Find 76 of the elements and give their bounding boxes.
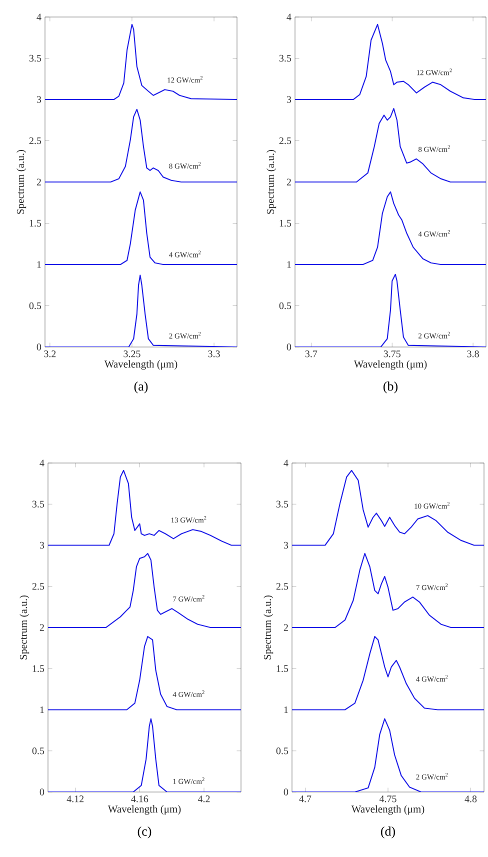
y-tick-label: 3 bbox=[36, 96, 42, 103]
text: (c) bbox=[138, 826, 152, 838]
x-axis-title: Wavelength (μm) bbox=[108, 805, 181, 815]
line-series bbox=[295, 24, 486, 100]
x-tick-label: 4.8 bbox=[464, 796, 477, 802]
y-tick-label: 2.5 bbox=[32, 583, 44, 590]
y-tick-label: 0.5 bbox=[29, 302, 42, 310]
line-series bbox=[295, 108, 486, 183]
line-series bbox=[45, 191, 237, 266]
y-tick-label: 0.5 bbox=[32, 747, 44, 754]
text: (a) bbox=[134, 382, 148, 394]
y-tick-label: 3 bbox=[286, 96, 292, 103]
x-axis-title: Wavelength (μm) bbox=[104, 360, 178, 370]
y-tick-label: 2.5 bbox=[279, 137, 292, 144]
y-tick-label: 3.5 bbox=[29, 54, 42, 62]
x-tick-label: 4.12 bbox=[66, 796, 84, 802]
line-series bbox=[48, 718, 241, 792]
y-tick-label: 4 bbox=[284, 460, 288, 466]
y-tick-label: 0.5 bbox=[279, 302, 292, 310]
y-tick-label: 4 bbox=[36, 14, 42, 20]
x-tick-label: 4.7 bbox=[299, 796, 312, 802]
y-axis-title: Spectrum (a.u.) bbox=[264, 595, 274, 660]
x-tick-label: 3.7 bbox=[305, 350, 318, 358]
x-tick-label: 4.2 bbox=[198, 796, 210, 802]
y-axis-title: Spectrum (a.u.) bbox=[266, 150, 276, 214]
y-tick-label: 1 bbox=[40, 706, 44, 714]
x-axis-title: Wavelength (μm) bbox=[351, 805, 424, 815]
y-tick-label: 4 bbox=[286, 14, 292, 20]
y-tick-label: 1.5 bbox=[30, 220, 42, 227]
line-series bbox=[45, 24, 237, 100]
y-tick-label: 2.5 bbox=[29, 137, 42, 144]
line-series bbox=[45, 108, 237, 183]
x-tick-label: 3.8 bbox=[467, 350, 479, 358]
line-series bbox=[45, 274, 237, 348]
y-tick-label: 4 bbox=[40, 460, 44, 466]
y-tick-label: 1.5 bbox=[280, 220, 292, 227]
text: (b) bbox=[383, 382, 398, 394]
y-tick-label: 3 bbox=[40, 542, 44, 549]
x-tick-label: 3.75 bbox=[384, 350, 400, 358]
y-tick-label: 1.5 bbox=[276, 665, 288, 672]
y-tick-label: 0.5 bbox=[276, 747, 288, 754]
y-tick-label: 3 bbox=[284, 542, 288, 549]
y-tick-label: 0 bbox=[286, 344, 292, 350]
y-tick-label: 0 bbox=[36, 344, 42, 350]
x-tick-label: 4.75 bbox=[379, 796, 396, 802]
y-axis-title: Spectrum (a.u.) bbox=[20, 595, 30, 660]
x-tick-label: 4.16 bbox=[131, 796, 148, 802]
y-tick-label: 0 bbox=[284, 788, 288, 796]
line-series bbox=[292, 552, 484, 628]
y-tick-label: 2 bbox=[286, 178, 291, 186]
y-tick-label: 1.5 bbox=[32, 665, 44, 672]
line-series bbox=[292, 636, 484, 710]
line-series bbox=[48, 636, 241, 710]
y-tick-label: 3.5 bbox=[32, 500, 44, 508]
line-series bbox=[48, 552, 241, 628]
text: (d) bbox=[380, 826, 396, 838]
x-tick-label: 3.25 bbox=[124, 350, 140, 358]
y-tick-label: 1 bbox=[37, 261, 41, 268]
line-series bbox=[295, 274, 486, 348]
y-tick-label: 0 bbox=[40, 788, 44, 796]
x-axis-title: Wavelength (μm) bbox=[354, 360, 427, 370]
y-tick-label: 1 bbox=[287, 261, 291, 268]
y-tick-label: 3.5 bbox=[279, 54, 292, 62]
y-tick-label: 2 bbox=[284, 624, 288, 631]
line-series bbox=[48, 470, 241, 546]
x-tick-label: 3.3 bbox=[208, 350, 220, 358]
y-tick-label: 3.5 bbox=[276, 500, 288, 508]
x-tick-label: 3.2 bbox=[44, 350, 56, 358]
y-axis-title: Spectrum (a.u.) bbox=[16, 150, 26, 214]
y-tick-label: 2 bbox=[40, 624, 44, 631]
y-tick-label: 2.5 bbox=[276, 583, 288, 590]
y-tick-label: 1 bbox=[284, 706, 288, 714]
line-series bbox=[292, 718, 484, 792]
line-series bbox=[295, 191, 486, 266]
line-series bbox=[292, 470, 484, 546]
y-tick-label: 2 bbox=[36, 178, 41, 186]
